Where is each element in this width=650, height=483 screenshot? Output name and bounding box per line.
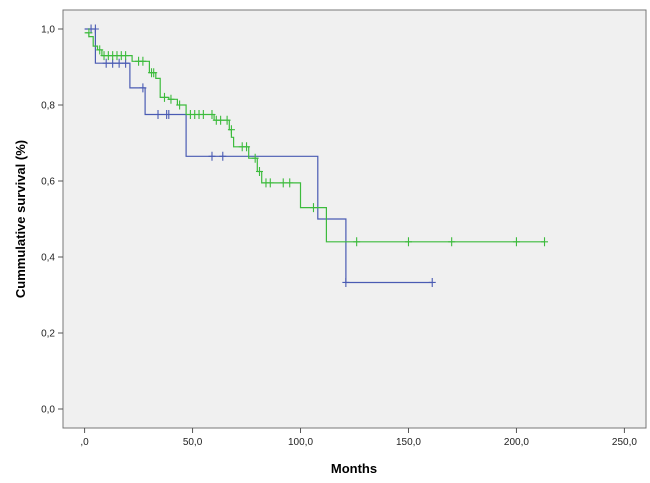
y-tick-label: 0,4 [41,253,55,264]
censor-mark [91,24,99,34]
series-layer [84,24,549,287]
x-axis: ,0 50,0 100,0 150,0 200,0 250,0 [80,428,637,448]
censor-mark [176,100,184,110]
y-axis: 0,0 0,2 0,4 0,6 0,8 1,0 [41,25,63,416]
censor-mark [219,151,227,161]
censor-mark [227,125,235,135]
y-tick-label: 0,6 [41,177,55,188]
censor-mark [208,151,216,161]
y-tick-label: 0,0 [41,405,55,416]
censor-mark [139,56,147,66]
censor-mark [115,58,123,68]
x-tick-label: 250,0 [612,437,637,448]
censor-mark [512,237,520,247]
censor-mark [404,237,412,247]
censor-mark [255,167,263,176]
censor-mark [217,115,225,125]
x-tick-label: ,0 [80,437,89,448]
y-tick-label: 0,2 [41,329,55,340]
x-axis-title: Months [331,461,377,476]
y-tick-label: 1,0 [41,25,55,36]
censor-mark [160,92,168,102]
series-2 [84,28,549,247]
censor-mark [199,110,207,119]
censor-mark [309,203,317,213]
censor-mark [286,178,294,188]
censor-mark [243,142,251,152]
censor-mark [96,45,104,55]
censor-mark [448,237,456,247]
x-tick-label: 50,0 [183,437,203,448]
y-axis-title: Cummulative survival (%) [13,140,28,298]
censor-mark [266,178,274,188]
y-tick-label: 0,8 [41,101,55,112]
censor-mark [122,51,130,61]
censor-mark [165,110,173,119]
censor-mark [208,110,216,119]
censor-mark [102,58,110,68]
censor-mark [150,68,158,78]
censor-mark [122,58,130,68]
censor-mark [167,94,175,104]
censor-mark [223,115,231,125]
x-tick-label: 150,0 [396,437,421,448]
censor-mark [342,277,350,287]
x-tick-label: 200,0 [504,437,529,448]
censor-mark [279,178,287,188]
censor-mark [353,237,361,247]
censor-mark [251,153,259,163]
censor-mark [139,83,147,93]
censor-mark [109,58,117,68]
censor-mark [428,277,436,287]
censor-mark [154,110,162,119]
x-tick-label: 100,0 [288,437,313,448]
censor-mark [541,237,549,247]
censor-mark [85,28,93,38]
